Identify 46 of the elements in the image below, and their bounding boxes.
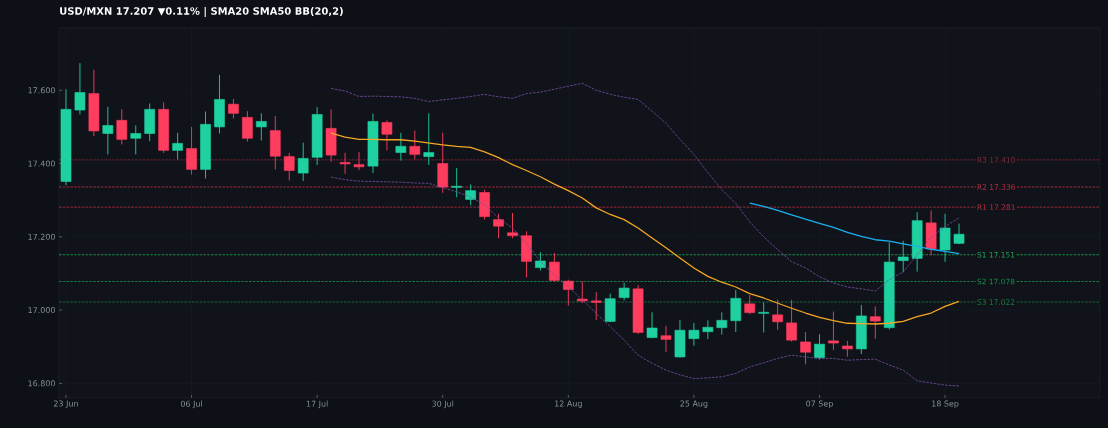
candlestick — [576, 281, 588, 304]
candlestick — [869, 305, 881, 340]
candlestick — [758, 301, 769, 333]
candlestick — [116, 108, 128, 145]
candlestick — [897, 240, 909, 273]
candlestick — [437, 132, 449, 194]
candlestick — [283, 152, 295, 181]
candlestick — [772, 299, 783, 331]
candlestick — [297, 142, 309, 182]
candlestick — [800, 331, 811, 365]
candlestick — [828, 311, 839, 351]
candlestick — [744, 294, 756, 315]
candlestick — [409, 130, 421, 160]
candlestick — [716, 311, 728, 336]
candlestick — [395, 132, 407, 162]
candlestick — [381, 119, 393, 151]
chart-title: USD/MXN 17.207 ▼0.11% | SMA20 SMA50 BB(20,2) — [60, 7, 343, 17]
candlestick — [730, 289, 742, 333]
candlestick — [102, 106, 114, 155]
candlestick — [939, 213, 951, 263]
candlestick — [604, 293, 616, 323]
candlestick — [688, 322, 700, 347]
candlestick — [74, 62, 86, 115]
candlestick — [660, 325, 672, 353]
candlestick — [535, 251, 546, 271]
candlestick — [590, 291, 602, 321]
candlestick — [507, 212, 518, 239]
candlestick — [493, 213, 504, 239]
candlestick — [451, 167, 463, 198]
candlestick — [339, 152, 351, 175]
candlestick — [228, 98, 239, 119]
candlestick — [186, 126, 197, 175]
candlestick — [562, 279, 574, 307]
candlestick — [814, 333, 825, 360]
candlestick — [786, 299, 797, 343]
line-series — [330, 176, 960, 387]
candlestick — [423, 112, 435, 166]
line-series — [749, 202, 960, 255]
candlestick — [353, 151, 365, 171]
candlestick — [130, 124, 142, 155]
candlestick — [172, 132, 183, 160]
candlestick — [242, 110, 253, 143]
candlestick — [256, 112, 267, 141]
candlestick — [702, 319, 714, 340]
candlestick — [549, 252, 560, 282]
candlestick — [646, 311, 658, 339]
